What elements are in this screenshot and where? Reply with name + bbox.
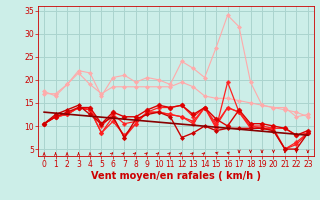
X-axis label: Vent moyen/en rafales ( km/h ): Vent moyen/en rafales ( km/h )	[91, 171, 261, 181]
